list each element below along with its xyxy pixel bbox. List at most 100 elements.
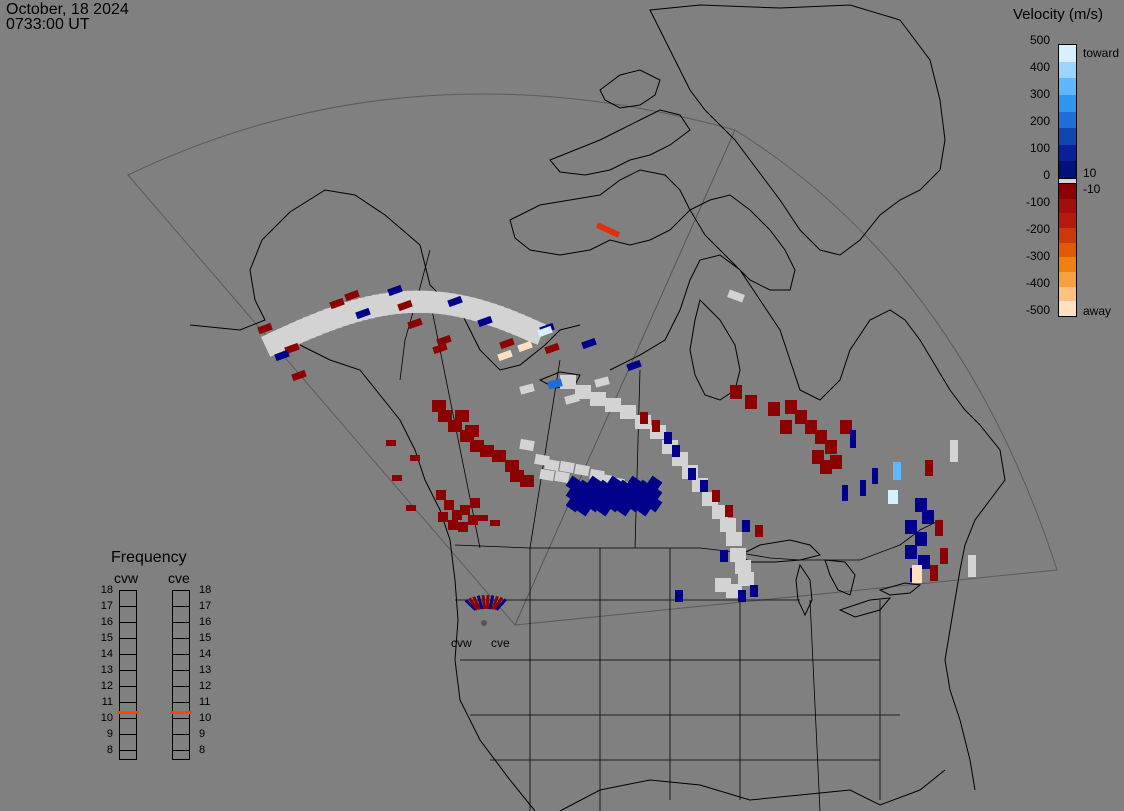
great-lakes-huron <box>824 559 856 596</box>
freq-marker <box>170 711 192 715</box>
echo-cell <box>935 520 943 536</box>
colorbar-segment <box>1059 286 1076 302</box>
date-text: October, 18 2024 <box>6 1 129 18</box>
echo-cell <box>735 560 751 574</box>
echo-cell <box>485 594 490 610</box>
freq-grid-line <box>120 702 136 703</box>
freq-marker <box>117 711 139 715</box>
echo-cell <box>448 520 458 530</box>
radar-field-of-view <box>127 93 1058 626</box>
freq-scale-label-left: 8 <box>106 744 113 756</box>
echo-cell <box>720 518 736 532</box>
freq-scale-label-right: 11 <box>199 696 211 708</box>
echo-cell <box>519 383 535 395</box>
colorbar-segment <box>1059 161 1076 179</box>
echo-cell <box>257 322 273 335</box>
colorbar-segment <box>1059 128 1076 146</box>
canada-prov-2 <box>529 359 561 549</box>
freq-scale-label-right: 18 <box>199 584 212 596</box>
echo-cell <box>539 468 555 482</box>
colorbar-tick-label: -300 <box>1025 249 1050 263</box>
echo-cell <box>407 317 423 330</box>
echo-cell <box>664 432 672 444</box>
great-lakes-erie <box>838 597 892 618</box>
echo-cell <box>554 470 570 484</box>
echo-cell <box>640 412 648 424</box>
freq-scale-label-left: 11 <box>101 696 113 708</box>
echo-cell <box>495 598 507 611</box>
colorbar-tick-label: 400 <box>1029 60 1050 74</box>
echo-cell <box>968 555 976 577</box>
colorbar-segment <box>1059 111 1076 129</box>
freq-scale-label-right: 16 <box>199 616 212 628</box>
echo-cell <box>465 425 479 437</box>
echo-cell <box>888 490 898 504</box>
echo-cell <box>893 462 901 480</box>
echo-cell <box>590 392 606 406</box>
colorbar-segment <box>1059 144 1076 162</box>
atlantic-coast <box>944 424 1006 791</box>
echo-cell <box>524 319 546 345</box>
echo-cell <box>470 498 480 508</box>
canada-prov-3 <box>634 369 641 549</box>
echo-cell <box>745 395 757 409</box>
political-borders <box>399 249 941 811</box>
time-text: 0733:00 UT <box>6 16 90 33</box>
echo-cell <box>915 532 927 546</box>
freq-grid-line <box>173 734 189 735</box>
echo-cell <box>564 393 580 405</box>
arctic-islands-1 <box>509 169 691 256</box>
arctic-islands-2 <box>549 109 691 176</box>
colorbar-zero-segment <box>1059 178 1076 184</box>
echo-cell <box>742 520 750 532</box>
echo-cell <box>805 420 817 434</box>
echo-cell <box>830 455 842 469</box>
echo-cell <box>672 445 680 457</box>
echo-cell <box>626 359 642 372</box>
freq-grid-line <box>120 750 136 751</box>
echo-cell <box>795 410 807 424</box>
echo-cell <box>329 297 345 310</box>
freq-radar-cvw-label: cvw <box>114 570 139 586</box>
freq-scale-label-left: 15 <box>100 632 113 644</box>
echo-cell <box>780 420 792 434</box>
colorbar-segment <box>1059 228 1076 244</box>
colorbar-tick-label: -500 <box>1025 303 1050 317</box>
alaska-coast <box>189 189 581 371</box>
echo-cell <box>922 510 934 524</box>
freq-scale-label-left: 17 <box>100 600 113 612</box>
echo-cell <box>645 495 663 513</box>
colorbar-segment <box>1059 257 1076 273</box>
colorbar-tick-label: -400 <box>1025 276 1050 290</box>
echo-cell <box>712 505 728 519</box>
echo-cell <box>715 578 731 592</box>
freq-grid-line <box>173 654 189 655</box>
us-canada-border <box>454 519 941 561</box>
colorbar-segment <box>1059 184 1076 200</box>
greenland <box>649 4 946 256</box>
echo-cell <box>581 337 597 350</box>
echo-cell <box>560 375 576 389</box>
echo-cell <box>344 289 360 302</box>
colorbar-segment <box>1059 61 1076 79</box>
echo-cell <box>785 400 797 414</box>
echo-cell <box>291 369 307 382</box>
colorbar-segment <box>1059 78 1076 96</box>
echo-cell <box>645 485 663 503</box>
echo-cell <box>730 385 742 399</box>
echo-cell <box>860 480 866 496</box>
echo-cell <box>519 438 535 452</box>
freq-bar-cve <box>170 590 192 760</box>
colorbar-tick-label: 200 <box>1029 114 1050 128</box>
echo-cell <box>432 342 448 355</box>
freq-scale-label-left: 13 <box>100 664 113 676</box>
echo-cell <box>815 430 827 444</box>
echo-cell <box>940 548 948 564</box>
echo-cell <box>768 402 780 416</box>
echo-cell <box>497 349 513 362</box>
echo-cell <box>480 445 494 457</box>
echo-cell <box>727 289 745 303</box>
cve-fov-outline <box>514 129 1058 626</box>
echo-cell <box>438 410 452 422</box>
echo-cell <box>547 378 563 390</box>
